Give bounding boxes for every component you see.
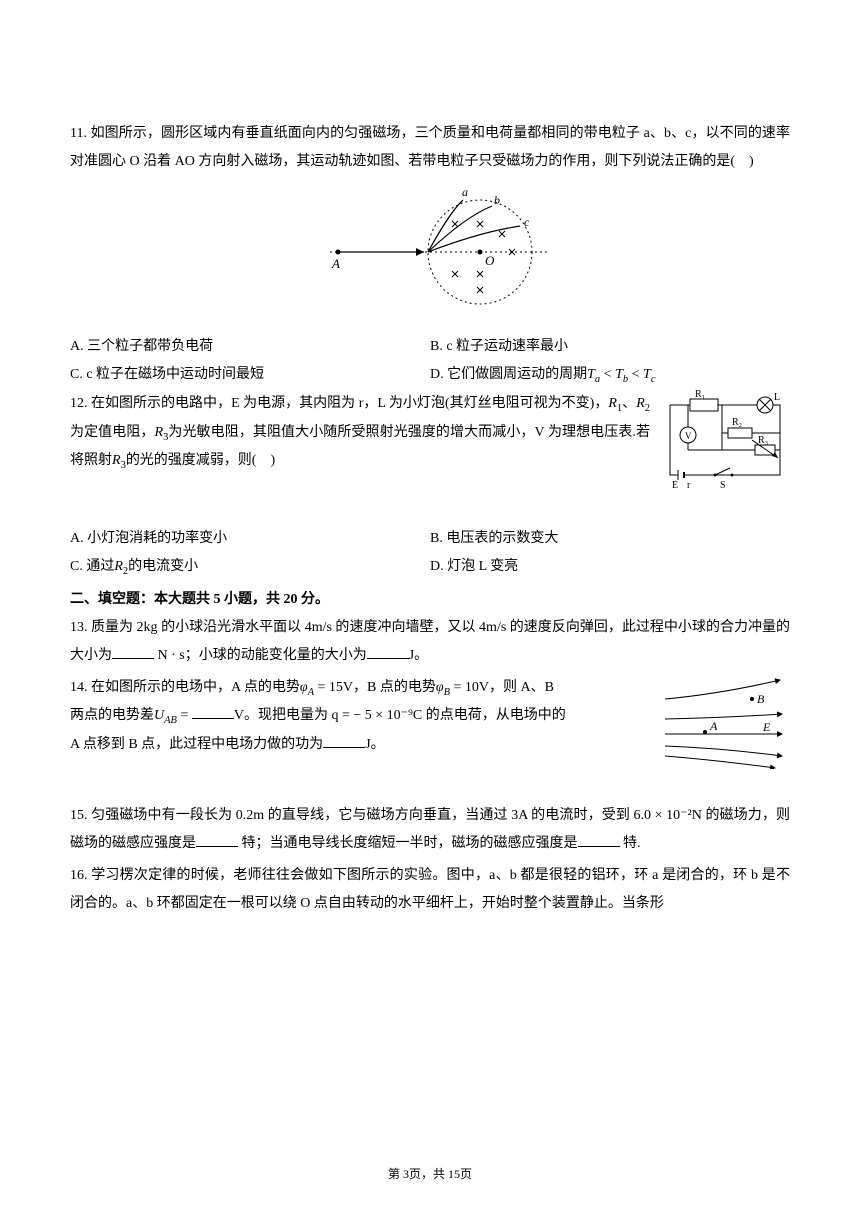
q14-field-fig: B A E bbox=[660, 674, 790, 780]
svg-text:A: A bbox=[331, 256, 340, 271]
q14-v2: = 10V，则 A、B bbox=[454, 680, 554, 695]
svg-text:c: c bbox=[524, 215, 530, 229]
q12-choices: A. 小灯泡消耗的功率变小 B. 电压表的示数变大 C. 通过R2的电流变小 D… bbox=[70, 525, 790, 582]
q12-optB: B. 电压表的示数变大 bbox=[430, 525, 790, 553]
q14-eq: = bbox=[180, 708, 188, 723]
q14-p1: 14. 在如图所示的电场中，A 点的电势 bbox=[70, 680, 300, 695]
svg-text:R₁: R₁ bbox=[695, 390, 705, 400]
q15-blank2[interactable] bbox=[578, 832, 620, 847]
q13-blank2[interactable] bbox=[367, 644, 409, 659]
svg-text:B: B bbox=[757, 692, 765, 706]
q13-u2: J。 bbox=[409, 648, 428, 663]
svg-text:L: L bbox=[774, 392, 780, 403]
q11-optD: D. 它们做圆周运动的周期Ta < Tb < Tc bbox=[430, 361, 790, 390]
q11-stem: 11. 如图所示，圆形区域内有垂直纸面向内的匀强磁场，三个质量和电荷量都相同的带… bbox=[70, 120, 790, 176]
q14-p3: A 点移到 B 点，此过程中电场力做的功为 bbox=[70, 737, 323, 752]
svg-text:R₃: R₃ bbox=[758, 435, 768, 446]
q15-u1: 特；当通电导线长度缩短一半时，磁场的磁感应强度是 bbox=[238, 836, 578, 851]
q12-optC: C. 通过R2的电流变小 bbox=[70, 553, 430, 582]
q14-p2b: V。现把电量为 q = − 5 × 10⁻⁹C 的点电荷，从电场中的 bbox=[234, 708, 566, 723]
svg-text:R₂: R₂ bbox=[732, 417, 742, 428]
q14-u: J。 bbox=[365, 737, 384, 752]
q14-blank1[interactable] bbox=[192, 704, 234, 719]
q15-blank1[interactable] bbox=[196, 832, 238, 847]
q12-optC-post: 的电流变小 bbox=[128, 559, 198, 574]
q16: 16. 学习楞次定律的时候，老师往往会做如下图所示的实验。图中，a、b 都是很轻… bbox=[70, 862, 790, 918]
svg-text:E: E bbox=[762, 720, 771, 734]
svg-text:r: r bbox=[687, 480, 691, 490]
q11-figure: A O a b c bbox=[70, 182, 790, 323]
q14-p2a: 两点的电势差 bbox=[70, 708, 154, 723]
q11-optC: C. c 粒子在磁场中运动时间最短 bbox=[70, 361, 430, 390]
q12-block: R₁ L V R₂ bbox=[70, 390, 790, 501]
q13-blank1[interactable] bbox=[112, 644, 154, 659]
svg-text:V: V bbox=[685, 431, 692, 441]
q11-optD-prefix: D. 它们做圆周运动的周期 bbox=[430, 367, 587, 382]
q14: B A E 14. 在如图所示的电场中，A 点的电势φA = 15V，B 点的电… bbox=[70, 674, 790, 780]
page-footer: 第 3页，共 15页 bbox=[0, 1162, 860, 1186]
q12-optA: A. 小灯泡消耗的功率变小 bbox=[70, 525, 430, 553]
svg-text:b: b bbox=[494, 193, 500, 207]
svg-text:O: O bbox=[485, 253, 495, 268]
q13-u1: N · s；小球的动能变化量的大小为 bbox=[158, 648, 367, 663]
svg-text:A: A bbox=[709, 719, 718, 733]
svg-text:a: a bbox=[462, 185, 468, 199]
q12-text2: 为定值电阻， bbox=[70, 425, 155, 440]
q13: 13. 质量为 2kg 的小球沿光滑水平面以 4m/s 的速度冲向墙壁，又以 4… bbox=[70, 614, 790, 670]
q11-optB: B. c 粒子运动速率最小 bbox=[430, 333, 790, 361]
q11-optA: A. 三个粒子都带负电荷 bbox=[70, 333, 430, 361]
svg-text:S: S bbox=[720, 480, 726, 490]
q11-choices: A. 三个粒子都带负电荷 B. c 粒子运动速率最小 C. c 粒子在磁场中运动… bbox=[70, 333, 790, 390]
q12-text1: 12. 在如图所示的电路中，E 为电源，其内阻为 r，L 为小灯泡(其灯丝电阻可… bbox=[70, 396, 608, 411]
q14-blank2[interactable] bbox=[323, 733, 365, 748]
q14-v1: = 15V，B 点的电势 bbox=[318, 680, 436, 695]
q12-optC-pre: C. 通过 bbox=[70, 559, 114, 574]
section-2-heading: 二、填空题：本大题共 5 小题，共 20 分。 bbox=[70, 586, 790, 614]
q12-optD: D. 灯泡 L 变亮 bbox=[430, 553, 790, 582]
q15-u2: 特. bbox=[620, 836, 641, 851]
q12-circuit: R₁ L V R₂ bbox=[660, 390, 790, 501]
q12-text4: 的光的强度减弱，则( ) bbox=[126, 453, 275, 468]
q15: 15. 匀强磁场中有一段长为 0.2m 的直导线，它与磁场方向垂直，当通过 3A… bbox=[70, 802, 790, 858]
svg-text:E: E bbox=[672, 480, 678, 490]
